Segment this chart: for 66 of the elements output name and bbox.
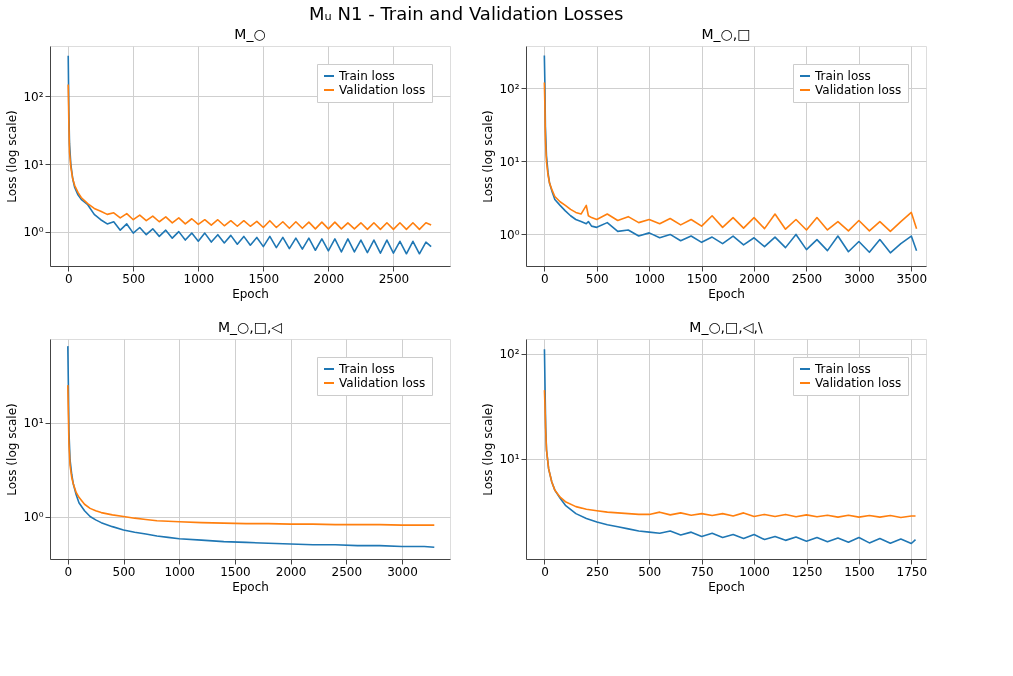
x-axis-title: Epoch: [708, 286, 745, 301]
x-tick-label: 500: [112, 564, 136, 579]
x-tick-label: 2000: [313, 271, 345, 286]
legend-label: Validation loss: [339, 83, 426, 97]
x-tick-label: 1000: [739, 564, 770, 579]
line-series: [543, 54, 918, 254]
x-axis-title: Epoch: [708, 579, 745, 594]
legend-label: Validation loss: [815, 83, 902, 97]
line-series: [67, 83, 432, 231]
y-tick-label: 10¹: [499, 452, 520, 467]
x-tick-label: 500: [122, 271, 146, 286]
x-axis-title: Epoch: [232, 579, 269, 594]
legend-label: Train loss: [814, 362, 871, 376]
line-series: [543, 81, 918, 233]
line-series: [67, 54, 432, 255]
y-axis-title: Loss (log scale): [481, 403, 496, 496]
x-tick-label: 0: [64, 564, 73, 579]
y-axis-title: Loss (log scale): [481, 110, 496, 203]
chart-subtitle: M_○,□: [701, 26, 751, 42]
y-tick-label: 10²: [23, 89, 44, 104]
x-tick-label: 250: [585, 564, 609, 579]
legend-label: Validation loss: [339, 376, 426, 390]
x-tick-label: 0: [64, 271, 73, 286]
y-tick-label: 10⁰: [499, 227, 520, 242]
x-tick-label: 2000: [739, 271, 770, 286]
x-axis-title: Epoch: [232, 286, 269, 301]
x-tick-label: 1000: [634, 271, 665, 286]
chart-subtitle: M_○: [234, 26, 266, 42]
legend-label: Train loss: [338, 69, 395, 83]
x-tick-label: 0: [541, 271, 549, 286]
legend-label: Validation loss: [815, 376, 902, 390]
y-axis-title: Loss (log scale): [5, 403, 20, 496]
legend-label: Train loss: [338, 362, 395, 376]
x-tick-label: 750: [690, 564, 714, 579]
x-tick-label: 1500: [220, 564, 251, 579]
chart-subtitle: M_○,□,◁,\: [689, 319, 763, 335]
y-tick-label: 10¹: [499, 154, 520, 169]
x-tick-label: 2500: [791, 271, 823, 286]
x-tick-label: 1250: [791, 564, 823, 579]
x-tick-label: 2000: [275, 564, 307, 579]
x-tick-label: 1500: [686, 271, 718, 286]
line-series: [543, 389, 917, 519]
x-tick-label: 1500: [844, 564, 875, 579]
chart-subtitle: M_○,□,◁: [217, 319, 283, 335]
x-tick-label: 1500: [248, 271, 280, 286]
y-tick-label: 10⁰: [23, 225, 44, 240]
line-series: [67, 345, 436, 549]
x-tick-label: 1750: [896, 564, 928, 579]
chart-title: Mᵤ N1 - Train and Validation Losses: [309, 2, 624, 24]
x-tick-label: 2500: [378, 271, 410, 286]
y-tick-label: 10²: [499, 347, 520, 362]
x-tick-label: 1000: [164, 564, 195, 579]
y-tick-label: 10¹: [23, 157, 44, 172]
x-tick-label: 500: [638, 564, 662, 579]
legend-label: Train loss: [814, 69, 871, 83]
x-tick-label: 500: [585, 271, 609, 286]
x-tick-label: 0: [541, 564, 549, 579]
y-axis-title: Loss (log scale): [5, 110, 20, 203]
x-tick-label: 2500: [331, 564, 363, 579]
y-tick-label: 10⁰: [23, 510, 44, 524]
x-tick-label: 3000: [387, 564, 418, 579]
x-tick-label: 3000: [844, 271, 875, 286]
x-tick-label: 3500: [896, 271, 928, 286]
x-tick-label: 1000: [183, 271, 215, 286]
y-tick-label: 10¹: [23, 416, 44, 431]
y-tick-label: 10²: [499, 81, 520, 96]
